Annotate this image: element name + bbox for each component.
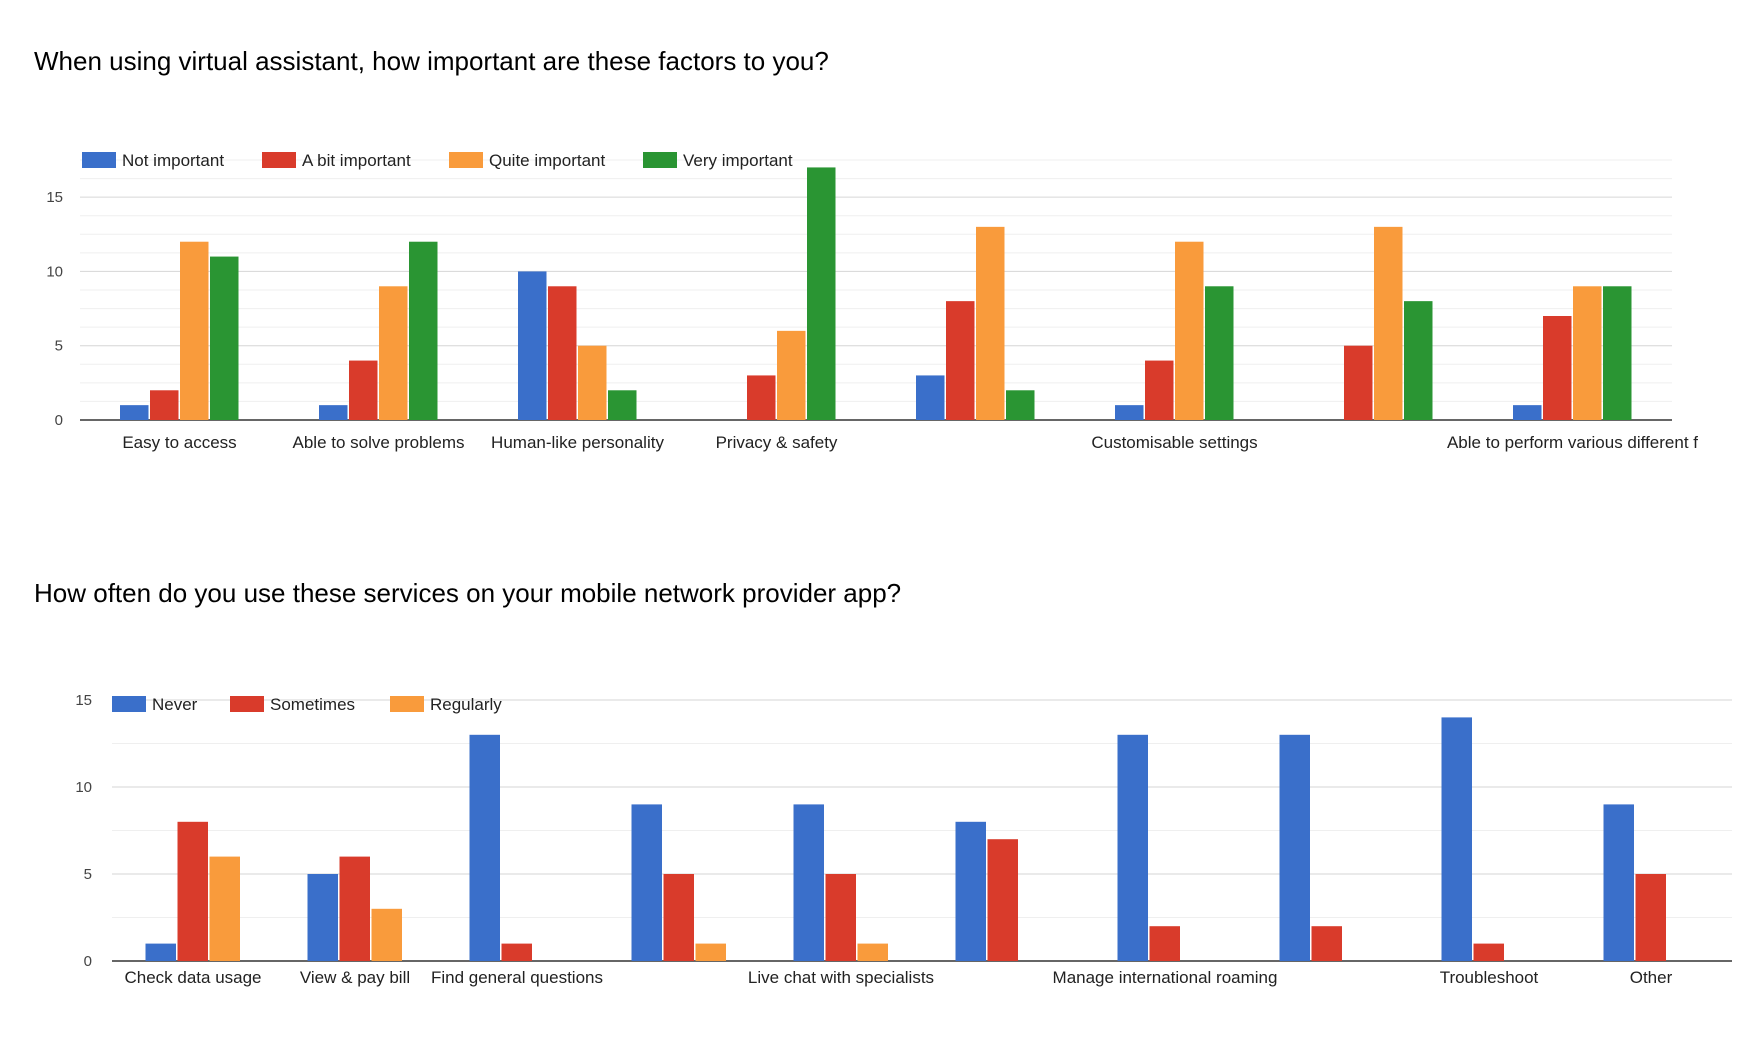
chart1-bar	[1344, 345, 1373, 420]
chart2-bar	[987, 839, 1018, 961]
chart1-bar	[1006, 390, 1035, 420]
chart2-bar	[695, 943, 726, 961]
chart2-legend-label: Regularly	[430, 695, 502, 714]
chart1-bar	[1573, 286, 1602, 420]
chart2-bar	[955, 821, 986, 961]
chart2-bar	[793, 804, 824, 961]
chart1-bar	[548, 286, 577, 420]
chart1-y-tick-label: 10	[46, 263, 63, 280]
chart2-bar	[145, 943, 176, 961]
chart1-category-label: Customisable settings	[1091, 433, 1257, 452]
chart2-y-tick-label: 0	[84, 953, 92, 970]
chart1-legend-swatch	[82, 152, 116, 168]
chart2-title: How often do you use these services on y…	[34, 578, 902, 608]
chart1-bar	[1205, 286, 1234, 420]
chart2-y-tick-label: 5	[84, 866, 92, 883]
chart2-legend-swatch	[112, 696, 146, 712]
chart1-bar	[120, 405, 149, 420]
chart2-category-label: Live chat with specialists	[748, 968, 934, 987]
chart1-bar	[319, 405, 348, 420]
chart1-legend-swatch	[449, 152, 483, 168]
chart2-legend-label: Never	[152, 695, 198, 714]
chart2-bar	[1149, 926, 1180, 961]
chart2-category-label: Find general questions	[431, 968, 603, 987]
chart1-bar	[518, 271, 547, 420]
chart1-y-tick-label: 0	[55, 412, 63, 429]
chart2-legend-label: Sometimes	[270, 695, 355, 714]
chart1-legend-swatch	[262, 152, 296, 168]
chart1-bar	[1115, 405, 1144, 420]
chart1-bar	[210, 256, 239, 420]
chart1-bar	[150, 390, 179, 420]
chart1-category-label: Able to perform various different f	[1447, 433, 1698, 452]
chart1-bar	[976, 226, 1005, 420]
chart2-bar	[1441, 717, 1472, 961]
chart2-bar	[663, 874, 694, 961]
chart1-bar	[578, 345, 607, 420]
chart1-category-label: Able to solve problems	[293, 433, 465, 452]
chart1-legend-label: A bit important	[302, 151, 411, 170]
chart1-bar	[777, 330, 806, 420]
chart1-bar	[1175, 241, 1204, 420]
chart1-category-label: Human-like personality	[491, 433, 664, 452]
chart2-category-label: Troubleshoot	[1440, 968, 1539, 987]
chart1-bar	[180, 241, 209, 420]
chart1-bar	[1404, 301, 1433, 420]
chart2-bar	[307, 874, 338, 961]
chart1-bar	[747, 375, 776, 420]
chart1-bar	[1513, 405, 1542, 420]
chart2-bar	[631, 804, 662, 961]
chart2-bar	[1473, 943, 1504, 961]
chart1-legend-label: Quite important	[489, 151, 605, 170]
chart2-legend-swatch	[390, 696, 424, 712]
chart1-title: When using virtual assistant, how import…	[34, 46, 829, 76]
chart1-bar	[807, 167, 836, 420]
chart2-y-tick-label: 10	[75, 779, 92, 796]
chart2-category-label: Other	[1630, 968, 1673, 987]
chart1-legend-label: Very important	[683, 151, 793, 170]
chart2-bar	[1603, 804, 1634, 961]
chart2-bar	[177, 821, 208, 961]
chart2-bar	[501, 943, 532, 961]
chart2-bar	[209, 856, 240, 961]
chart2-y-tick-label: 15	[75, 692, 92, 709]
chart1-legend-label: Not important	[122, 151, 224, 170]
chart2-bar	[371, 908, 402, 961]
chart1-bar	[1374, 226, 1403, 420]
chart1-bar	[409, 241, 438, 420]
chart2-legend-swatch	[230, 696, 264, 712]
chart1-category-label: Easy to access	[122, 433, 236, 452]
chart2-category-label: Manage international roaming	[1053, 968, 1278, 987]
chart2-bar	[857, 943, 888, 961]
chart2-bar	[339, 856, 370, 961]
chart2-bar	[1117, 734, 1148, 961]
chart1-bar	[1603, 286, 1632, 420]
chart2-bar	[1279, 734, 1310, 961]
chart1-category-label: Privacy & safety	[716, 433, 838, 452]
chart1-y-tick-label: 15	[46, 189, 63, 206]
chart2-bar	[1311, 926, 1342, 961]
chart2-bar	[825, 874, 856, 961]
chart1-y-tick-label: 5	[55, 338, 63, 355]
chart2-category-label: Check data usage	[124, 968, 261, 987]
chart2-bar	[1635, 874, 1666, 961]
chart1-bar	[1543, 316, 1572, 420]
chart1-legend-swatch	[643, 152, 677, 168]
chart1-bar	[608, 390, 637, 420]
chart1-bar	[946, 301, 975, 420]
chart1-bar	[1145, 360, 1174, 420]
chart1-bar	[916, 375, 945, 420]
chart2-category-label: View & pay bill	[300, 968, 410, 987]
chart2-bar	[469, 734, 500, 961]
chart1-bar	[349, 360, 378, 420]
chart1-bar	[379, 286, 408, 420]
